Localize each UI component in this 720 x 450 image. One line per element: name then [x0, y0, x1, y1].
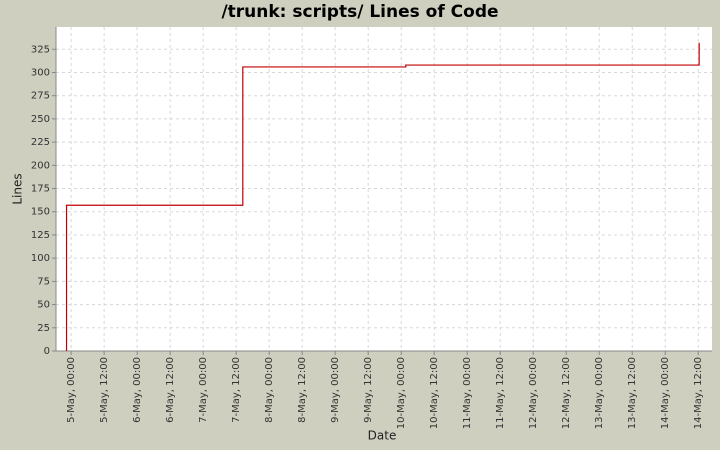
y-tick-label: 75 [37, 276, 50, 287]
x-tick-label: 10-May, 12:00 [429, 357, 440, 429]
x-tick-label: 8-May, 00:00 [264, 357, 275, 423]
x-tick-label: 7-May, 12:00 [231, 357, 242, 423]
x-tick-label: 11-May, 12:00 [495, 357, 506, 429]
x-tick-label: 13-May, 12:00 [627, 357, 638, 429]
y-tick-label: 200 [31, 160, 50, 171]
y-tick-label: 300 [31, 67, 50, 78]
y-tick-label: 275 [31, 91, 50, 102]
x-tick-label: 6-May, 00:00 [132, 357, 143, 423]
y-tick-label: 150 [31, 207, 50, 218]
y-tick-label: 250 [31, 114, 50, 125]
y-tick-label: 50 [37, 300, 50, 311]
x-tick-label: 14-May, 00:00 [660, 357, 671, 429]
y-tick-label: 175 [31, 184, 50, 195]
x-tick-label: 11-May, 00:00 [462, 357, 473, 429]
chart-title: /trunk: scripts/ Lines of Code [221, 2, 498, 22]
x-tick-label: 7-May, 00:00 [198, 357, 209, 423]
x-tick-label: 9-May, 12:00 [363, 357, 374, 423]
x-tick-label: 5-May, 00:00 [66, 357, 77, 423]
y-tick-label: 25 [37, 323, 50, 334]
y-tick-label: 100 [31, 253, 50, 264]
x-tick-label: 9-May, 00:00 [330, 357, 341, 423]
y-tick-label: 325 [31, 44, 50, 55]
y-tick-label: 125 [31, 230, 50, 241]
data-line [65, 42, 700, 351]
x-tick-label: 12-May, 00:00 [528, 357, 539, 429]
x-tick-label: 12-May, 12:00 [561, 357, 572, 429]
x-tick-label: 14-May, 12:00 [693, 357, 704, 429]
x-tick-label: 5-May, 12:00 [99, 357, 110, 423]
y-tick-label: 225 [31, 137, 50, 148]
x-tick-label: 6-May, 12:00 [165, 357, 176, 423]
x-axis-label: Date [368, 429, 397, 443]
x-tick-label: 13-May, 00:00 [594, 357, 605, 429]
x-tick-label: 8-May, 12:00 [297, 357, 308, 423]
y-tick-label: 0 [44, 346, 50, 357]
x-tick-label: 10-May, 00:00 [396, 357, 407, 429]
y-axis-label: Lines [11, 173, 25, 204]
